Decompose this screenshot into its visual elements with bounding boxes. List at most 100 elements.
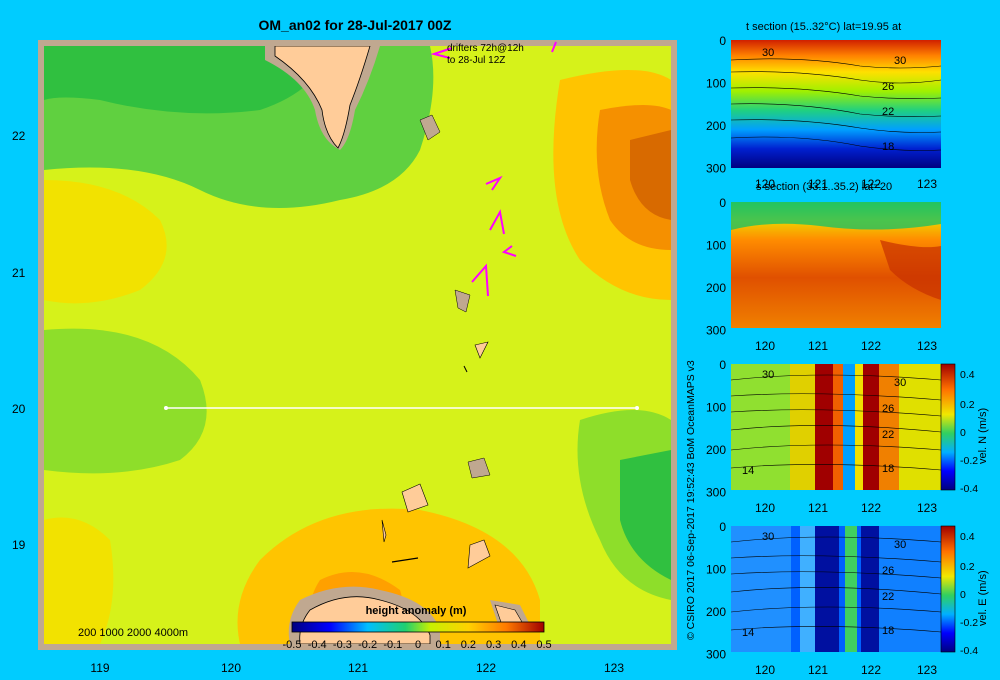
section-lon-tick: 120 [755, 339, 775, 353]
drifters-date-label: to 28-Jul 12Z [447, 55, 505, 66]
contour-label: 14 [742, 465, 754, 477]
section-panels: t section (15..32°C) lat=19.95 at 30 30 … [706, 21, 989, 677]
section-lon-tick: 121 [808, 177, 828, 191]
depth-tick: 300 [706, 648, 726, 662]
depth-tick: 300 [706, 324, 726, 338]
colorbar-tick: -0.1 [383, 639, 402, 651]
contour-label: 30 [762, 47, 774, 59]
vel-tick: 0.2 [960, 399, 975, 411]
lon-tick: 122 [476, 661, 496, 675]
contour-label: 22 [882, 591, 894, 603]
drifters-label: drifters 72h@12h [447, 43, 524, 54]
contour-label: 18 [882, 141, 894, 153]
lat-tick: 22 [12, 129, 26, 143]
colorbar-tick: 0.4 [511, 639, 526, 651]
credit-text: © CSIRO 2017 06-Sep-2017 19:52:43 BoM Oc… [685, 360, 697, 640]
vel-tick: -0.2 [960, 455, 978, 467]
section-lon-tick: 122 [861, 177, 881, 191]
lat-tick: 19 [12, 538, 26, 552]
colorbar-tick: 0.3 [486, 639, 501, 651]
section-lon-tick: 123 [917, 339, 937, 353]
depth-tick: 0 [719, 358, 726, 372]
contour-label: 30 [894, 539, 906, 551]
colorbar-tick: 0 [415, 639, 421, 651]
colorbar-tick: 0.1 [436, 639, 451, 651]
section-lon-tick: 122 [861, 501, 881, 515]
taiwan-landmass [274, 46, 371, 149]
depth-tick: 200 [706, 281, 726, 295]
vel-e-label: vel. E (m/s) [977, 570, 989, 626]
section-lon-tick: 122 [861, 339, 881, 353]
depth-tick: 100 [706, 77, 726, 91]
section-lon-tick: 122 [861, 663, 881, 677]
main-map: OM_an02 for 28-Jul-2017 00Z [12, 17, 677, 675]
lon-tick: 119 [90, 661, 109, 675]
vel-n-colorbar [940, 363, 956, 491]
lon-tick: 121 [348, 661, 368, 675]
longitude-axis: 119 120 121 122 123 [90, 661, 624, 675]
contour-label: 22 [882, 429, 894, 441]
colorbar-tick: -0.2 [358, 639, 377, 651]
section-lon-tick: 123 [917, 663, 937, 677]
vel-tick: 0 [960, 427, 966, 439]
contour-label: 26 [882, 81, 894, 93]
section-lon-tick: 120 [755, 663, 775, 677]
s-section-title: s section (33.1..35.2) lat=20 [756, 181, 892, 193]
drifter-tracks [430, 41, 557, 297]
vel-tick: -0.2 [960, 617, 978, 629]
contour-label: 18 [882, 625, 894, 637]
vel-tick: 0.4 [960, 531, 975, 543]
colorbar-title: height anomaly (m) [366, 605, 467, 617]
colorbar-tick: -0.4 [308, 639, 327, 651]
vel-e-colorbar [940, 525, 956, 653]
contour-label: 26 [882, 565, 894, 577]
depth-legend: 200 1000 2000 4000m [78, 627, 188, 639]
height-anomaly-colorbar: height anomaly (m) -0.5 -0.4 -0.3 -0.2 -0.1 0… [283, 605, 552, 651]
lon-tick: 123 [604, 661, 624, 675]
vel-tick: -0.4 [960, 483, 978, 495]
depth-tick: 0 [719, 520, 726, 534]
section-lon-tick: 121 [808, 339, 828, 353]
vel-tick: 0.2 [960, 561, 975, 573]
contour-label: 26 [882, 403, 894, 415]
vel-n-label: vel. N (m/s) [977, 408, 989, 464]
vel-tick: 0.4 [960, 369, 975, 381]
colorbar-tick: -0.3 [333, 639, 352, 651]
depth-tick: 200 [706, 119, 726, 133]
lat-tick: 21 [12, 266, 26, 280]
lat-tick: 20 [12, 402, 26, 416]
section-lon-tick: 121 [808, 663, 828, 677]
contour-label: 30 [762, 531, 774, 543]
map-title: OM_an02 for 28-Jul-2017 00Z [259, 17, 452, 33]
depth-tick: 0 [719, 196, 726, 210]
t-section-title: t section (15..32°C) lat=19.95 at [746, 21, 901, 33]
section-lon-tick: 123 [917, 177, 937, 191]
vel-tick: 0 [960, 589, 966, 601]
colorbar-tick: 0.5 [536, 639, 551, 651]
contour-label: 14 [742, 627, 754, 639]
contour-label: 22 [882, 106, 894, 118]
contour-label: 30 [894, 55, 906, 67]
section-lon-tick: 120 [755, 501, 775, 515]
depth-tick: 200 [706, 443, 726, 457]
contour-label: 30 [894, 377, 906, 389]
depth-tick: 0 [719, 34, 726, 48]
section-lon-tick: 121 [808, 501, 828, 515]
depth-tick: 100 [706, 239, 726, 253]
height-anomaly-field [44, 46, 671, 644]
section-lon-tick: 123 [917, 501, 937, 515]
colorbar-tick: 0.2 [461, 639, 476, 651]
latitude-axis: 22 21 20 19 [12, 129, 26, 552]
depth-tick: 300 [706, 162, 726, 176]
depth-tick: 200 [706, 605, 726, 619]
lon-tick: 120 [221, 661, 241, 675]
depth-tick: 100 [706, 401, 726, 415]
colorbar-tick: -0.5 [283, 639, 302, 651]
depth-tick: 100 [706, 563, 726, 577]
vel-tick: -0.4 [960, 645, 978, 657]
contour-label: 30 [762, 369, 774, 381]
depth-tick: 300 [706, 486, 726, 500]
section-lon-tick: 120 [755, 177, 775, 191]
contour-label: 18 [882, 463, 894, 475]
